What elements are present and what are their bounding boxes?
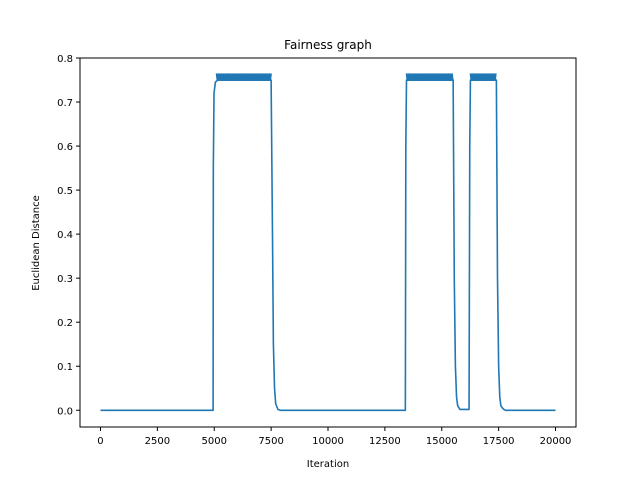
x-tick-label: 12500 <box>369 436 401 447</box>
x-tick-label: 7500 <box>258 436 283 447</box>
y-tick-label: 0.5 <box>57 186 73 197</box>
x-tick-label: 20000 <box>540 436 572 447</box>
x-axis-label: Iteration <box>307 459 349 470</box>
y-tick-label: 0.0 <box>57 406 73 417</box>
y-axis-label: Euclidean Distance <box>31 195 42 291</box>
x-tick-label: 5000 <box>202 436 227 447</box>
y-tick-label: 0.6 <box>57 142 73 153</box>
series-oscillation-band <box>405 73 454 81</box>
x-tick-label: 0 <box>97 436 103 447</box>
series-oscillation-band <box>469 73 497 81</box>
y-tick-label: 0.2 <box>57 318 73 329</box>
y-tick-label: 0.8 <box>57 54 73 65</box>
x-axis: 0 2500 5000 7500 10000 12500 15000 17500 20000 <box>97 427 571 447</box>
y-tick-label: 0.4 <box>57 230 73 241</box>
series-oscillation-band <box>215 73 272 81</box>
plot-area <box>100 73 556 412</box>
x-tick-label: 15000 <box>426 436 458 447</box>
y-tick-label: 0.3 <box>57 274 73 285</box>
chart-title: Fairness graph <box>284 38 372 52</box>
x-tick-label: 17500 <box>483 436 515 447</box>
x-tick-label: 10000 <box>312 436 344 447</box>
y-axis: 0.0 0.1 0.2 0.3 0.4 0.5 0.6 0.7 0.8 <box>57 54 80 417</box>
y-tick-label: 0.7 <box>57 98 73 109</box>
x-tick-label: 2500 <box>145 436 170 447</box>
plot-frame <box>79 57 577 428</box>
y-tick-label: 0.1 <box>57 362 73 373</box>
